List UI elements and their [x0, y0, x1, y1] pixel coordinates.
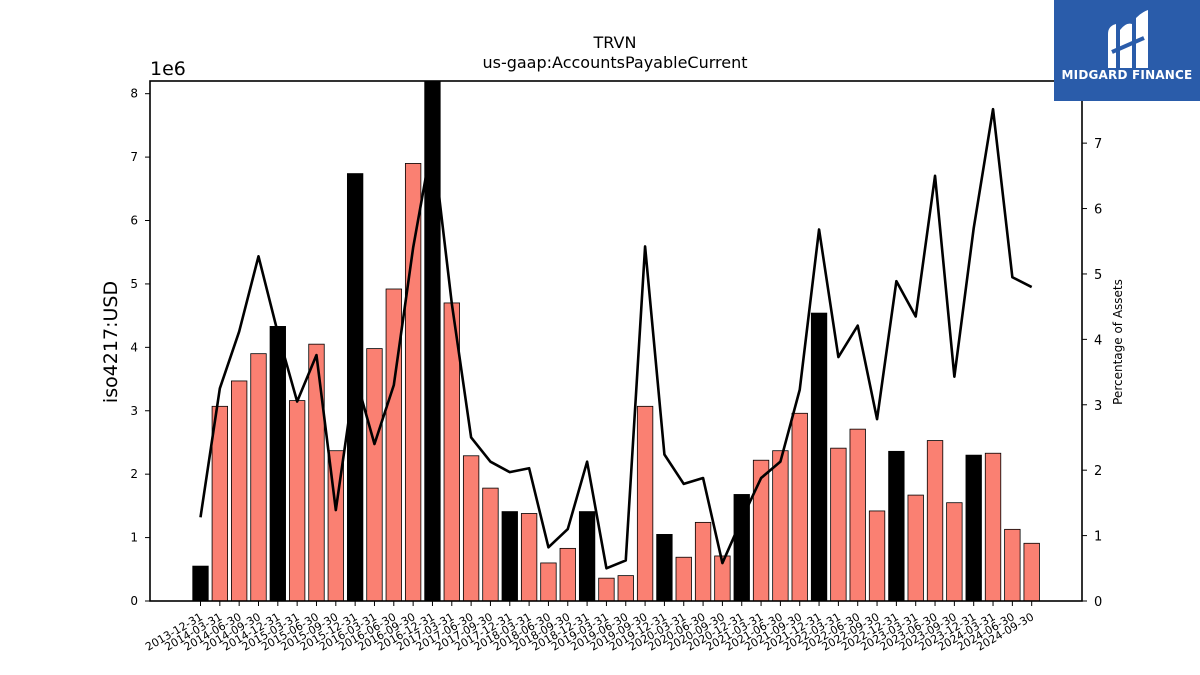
y2-tick-label: 3 [1094, 399, 1102, 414]
bars [192, 80, 1040, 602]
bar [636, 405, 654, 602]
bar [868, 510, 886, 602]
bar [830, 447, 847, 602]
bar [810, 312, 828, 602]
bar [1023, 542, 1040, 602]
y2-tick-label: 4 [1094, 333, 1102, 348]
y-tick-label: 3 [130, 404, 138, 418]
bar [211, 405, 228, 602]
y-axis-label: iso4217:USD [100, 281, 122, 403]
bar [385, 288, 402, 602]
y-tick-label: 8 [130, 87, 138, 101]
bar [598, 577, 615, 602]
y-tick-label: 0 [130, 594, 138, 608]
bar [192, 565, 209, 602]
bar [308, 343, 325, 602]
plot-frame [149, 80, 1083, 602]
bar [559, 547, 576, 602]
logo-text: MIDGARD FINANCE [1061, 68, 1193, 82]
bar [888, 450, 905, 602]
bar [849, 428, 866, 602]
y-tick-label: 7 [130, 150, 138, 164]
bar [250, 353, 267, 602]
bar [269, 326, 286, 602]
bar [462, 455, 480, 602]
y2-tick-label: 0 [1094, 595, 1102, 610]
bar [1004, 528, 1021, 602]
bar [520, 513, 538, 602]
bar [926, 440, 944, 602]
y-tick-label: 2 [130, 467, 138, 481]
midgard-logo-icon [1108, 10, 1148, 68]
y-tick-label: 1 [130, 531, 138, 545]
y2-tick-label: 2 [1094, 464, 1102, 479]
y2-tick-label: 5 [1094, 268, 1102, 283]
bar [346, 173, 364, 602]
bar [482, 487, 499, 602]
bar [231, 380, 248, 602]
bar [578, 511, 596, 602]
bar [501, 511, 518, 602]
chart-title: TRVN [593, 33, 637, 52]
bar [675, 556, 692, 602]
bar [288, 400, 306, 602]
bar [540, 562, 557, 602]
brand-logo: MIDGARD FINANCE [1054, 0, 1200, 101]
bar [366, 348, 383, 602]
y-tick-label: 5 [130, 277, 138, 291]
percentage-line [199, 107, 1033, 570]
y-tick-label: 6 [130, 214, 138, 228]
chart-subtitle: us-gaap:AccountsPayableCurrent [482, 53, 747, 72]
bar [965, 454, 982, 602]
bar [617, 575, 634, 602]
y2-axis-label: Percentage of Assets [1111, 279, 1125, 405]
bar [752, 459, 770, 602]
bar [791, 412, 808, 602]
bar [984, 452, 1002, 602]
bar [694, 521, 712, 602]
y2-tick-label: 7 [1094, 137, 1102, 152]
axes: 012345678012345672013-12-312014-03-31201… [130, 80, 1102, 654]
bar [404, 163, 422, 602]
y-scale-label: 1e6 [150, 58, 186, 80]
percentage-line-layer [199, 107, 1033, 570]
y2-tick-label: 6 [1094, 203, 1102, 218]
y-tick-label: 4 [130, 340, 138, 354]
bar [656, 534, 673, 602]
bar [907, 494, 924, 602]
bar [772, 450, 789, 602]
y2-tick-label: 1 [1094, 530, 1102, 545]
bar [424, 80, 441, 602]
bar [946, 502, 963, 602]
